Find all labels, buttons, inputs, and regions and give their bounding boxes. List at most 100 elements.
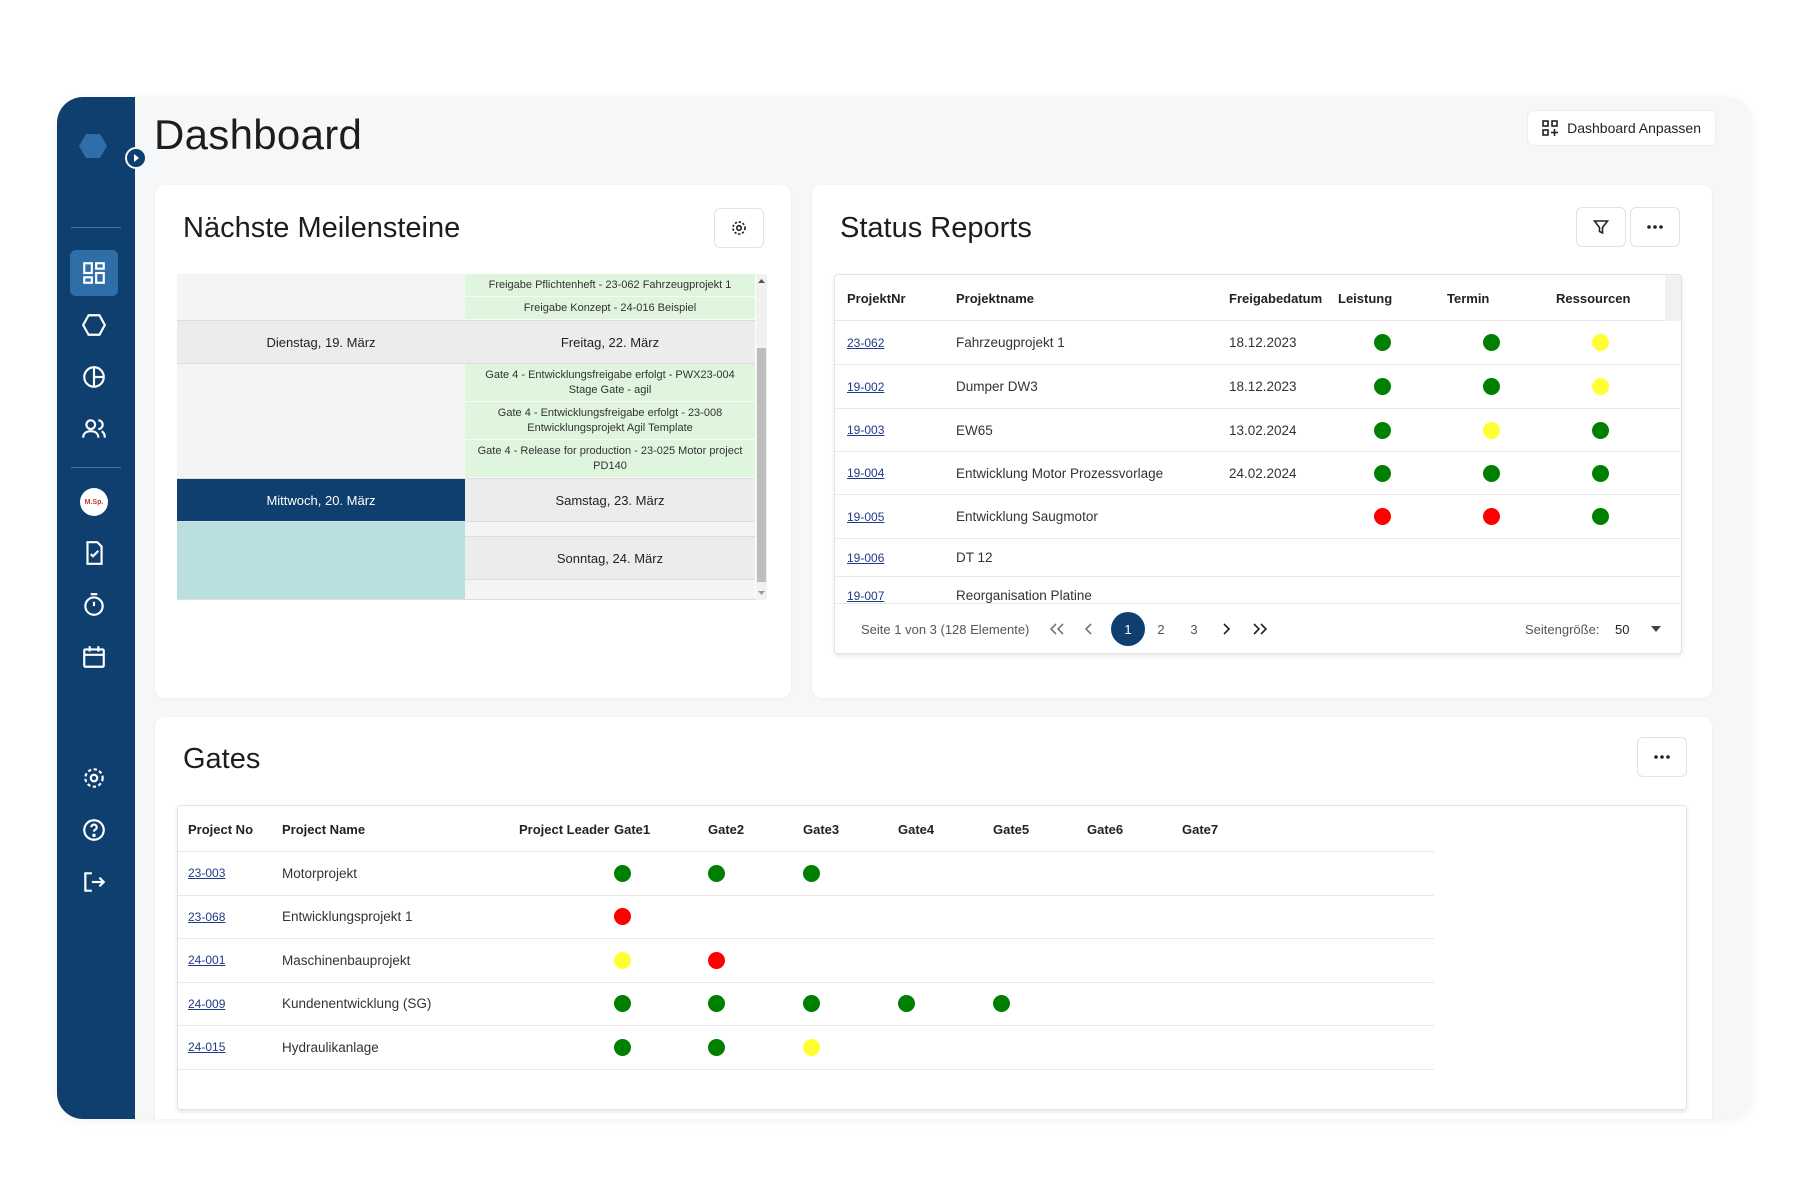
column-header[interactable]: Gate3	[803, 821, 840, 837]
milestone-event[interactable]: Freigabe Pflichtenheft - 23-062 Fahrzeug…	[465, 274, 755, 297]
calendar-day-header[interactable]: Freitag, 22. März	[465, 320, 755, 364]
column-header[interactable]: Gate5	[993, 821, 1030, 837]
column-header[interactable]: ProjektNr	[847, 290, 906, 306]
column-header[interactable]: Gate4	[898, 821, 935, 837]
page-button-3[interactable]: 3	[1190, 621, 1198, 637]
project-number-link[interactable]: 23-062	[847, 335, 885, 350]
project-number-link[interactable]: 19-005	[847, 509, 885, 524]
table-row[interactable]: 23-068 Entwicklungsprojekt 1	[178, 896, 1434, 939]
table-cell: 24-001	[188, 939, 225, 982]
sidebar-item-profile[interactable]: M.Sp.	[70, 479, 118, 525]
gate-status-dot	[614, 1038, 631, 1056]
project-number-link[interactable]: 19-004	[847, 466, 885, 480]
gate-cell	[993, 983, 1010, 1026]
calendar-day-header-selected[interactable]: Mittwoch, 20. März	[177, 478, 465, 522]
milestone-event[interactable]: Gate 4 - Entwicklungsfreigabe erfolgt - …	[465, 402, 755, 440]
column-header[interactable]: Freigabedatum	[1229, 290, 1323, 306]
milestone-event[interactable]: Gate 4 - Release for production - 23-025…	[465, 440, 755, 478]
resources-status-dot	[1592, 508, 1609, 525]
table-cell: 23-062	[847, 321, 884, 364]
project-number-link[interactable]: 24-015	[188, 1040, 226, 1055]
table-row[interactable]: 24-009 Kundenentwicklung (SG)	[178, 983, 1434, 1026]
column-header[interactable]: Project Name	[282, 821, 366, 837]
sidebar-item-projects[interactable]	[70, 302, 118, 348]
next-page-button[interactable]	[1221, 604, 1231, 653]
table-row[interactable]: 23-062 Fahrzeugprojekt 1 18.12.2023	[835, 321, 1681, 365]
calendar-day-header[interactable]: Samstag, 23. März	[465, 478, 755, 522]
table-row[interactable]: 19-006 DT 12	[835, 539, 1681, 577]
last-page-button[interactable]	[1252, 604, 1268, 653]
calendar-day-header[interactable]: Dienstag, 19. März	[177, 320, 465, 364]
column-header[interactable]: Ressourcen	[1556, 290, 1631, 306]
previous-page-button[interactable]	[1084, 604, 1094, 653]
calendar-day-header[interactable]: Sonntag, 24. März	[465, 536, 755, 580]
calendar-cell	[177, 274, 465, 320]
project-number-link[interactable]: 19-003	[847, 423, 885, 437]
milestone-event[interactable]: Freigabe Konzept - 24-016 Beispiel	[465, 297, 755, 320]
project-name-cell: Entwicklungsprojekt 1	[282, 909, 413, 925]
project-number-link[interactable]: 24-009	[188, 996, 226, 1011]
gate-cell	[708, 939, 725, 982]
table-row[interactable]: 19-005 Entwicklung Saugmotor	[835, 495, 1681, 539]
sidebar-item-timesheet[interactable]	[70, 582, 118, 628]
scrollbar-thumb[interactable]	[757, 348, 766, 582]
first-page-button[interactable]	[1049, 604, 1065, 653]
sidebar-toggle-button[interactable]	[125, 147, 147, 169]
column-header[interactable]: Gate6	[1087, 821, 1124, 837]
app-window: M.Sp.	[57, 97, 1752, 1119]
project-number-link[interactable]: 19-007	[847, 588, 885, 603]
table-row[interactable]: 24-015 Hydraulikanlage	[178, 1026, 1434, 1070]
gate-cell	[614, 1026, 631, 1069]
sidebar-item-reports[interactable]	[70, 530, 118, 576]
column-header[interactable]: Leistung	[1338, 290, 1393, 306]
milestone-event[interactable]: Gate 4 - Entwicklungsfreigabe erfolgt - …	[465, 364, 755, 402]
table-cell	[1592, 409, 1609, 451]
milestones-scrollbar[interactable]	[756, 274, 767, 600]
table-row[interactable]: 24-001 Maschinenbauprojekt	[178, 939, 1434, 983]
column-header[interactable]: Gate1	[614, 821, 651, 837]
sidebar-item-dashboard[interactable]	[70, 250, 118, 296]
table-row[interactable]: 19-004 Entwicklung Motor Prozessvorlage 24…	[835, 452, 1681, 495]
resources-status-dot	[1592, 334, 1609, 351]
calendar-cell	[465, 522, 755, 536]
table-row[interactable]: 23-003 Motorprojekt	[178, 852, 1434, 896]
avatar: M.Sp.	[80, 488, 108, 516]
logo-icon[interactable]	[78, 133, 108, 159]
sidebar-item-logout[interactable]	[70, 859, 118, 905]
sidebar-item-users[interactable]	[70, 406, 118, 452]
performance-status-dot	[1374, 378, 1391, 395]
column-header[interactable]: Projektname	[956, 290, 1035, 306]
schedule-status-dot	[1483, 421, 1500, 439]
scroll-down-icon[interactable]	[756, 588, 767, 598]
page-size-select[interactable]: 50	[1615, 604, 1662, 653]
table-row[interactable]: 19-002 Dumper DW3 18.12.2023	[835, 365, 1681, 409]
column-header[interactable]: Project No	[188, 821, 254, 837]
milestones-settings-button[interactable]	[714, 208, 764, 248]
gate-status-dot	[803, 864, 820, 882]
table-cell	[1374, 365, 1391, 408]
project-number-link[interactable]: 24-001	[188, 953, 226, 968]
project-number-link[interactable]: 23-003	[188, 866, 226, 881]
project-number-link[interactable]: 19-002	[847, 379, 885, 394]
column-header[interactable]: Termin	[1447, 290, 1490, 306]
project-number-link[interactable]: 23-068	[188, 909, 226, 924]
table-row[interactable]: 19-003 EW65 13.02.2024	[835, 409, 1681, 452]
page-button-1[interactable]: 1	[1111, 612, 1145, 646]
filter-button[interactable]	[1576, 207, 1626, 247]
project-number-link[interactable]: 19-006	[847, 550, 885, 565]
column-header[interactable]: Project Leader	[519, 821, 610, 837]
column-header[interactable]: Gate7	[1182, 821, 1219, 837]
more-options-button[interactable]	[1630, 207, 1680, 247]
sidebar-item-settings[interactable]	[70, 755, 118, 801]
gates-more-options-button[interactable]	[1637, 737, 1687, 777]
page-button-2[interactable]: 2	[1157, 621, 1165, 637]
table-cell: 19-002	[847, 365, 884, 408]
customize-dashboard-button[interactable]: Dashboard Anpassen	[1527, 110, 1716, 146]
release-date-cell: 18.12.2023	[1229, 379, 1297, 394]
table-scrollbar[interactable]	[1665, 275, 1681, 321]
scroll-up-icon[interactable]	[756, 276, 767, 286]
column-header[interactable]: Gate2	[708, 821, 745, 837]
sidebar-item-portfolio[interactable]	[70, 354, 118, 400]
sidebar-item-calendar[interactable]	[70, 634, 118, 680]
sidebar-item-help[interactable]	[70, 807, 118, 853]
